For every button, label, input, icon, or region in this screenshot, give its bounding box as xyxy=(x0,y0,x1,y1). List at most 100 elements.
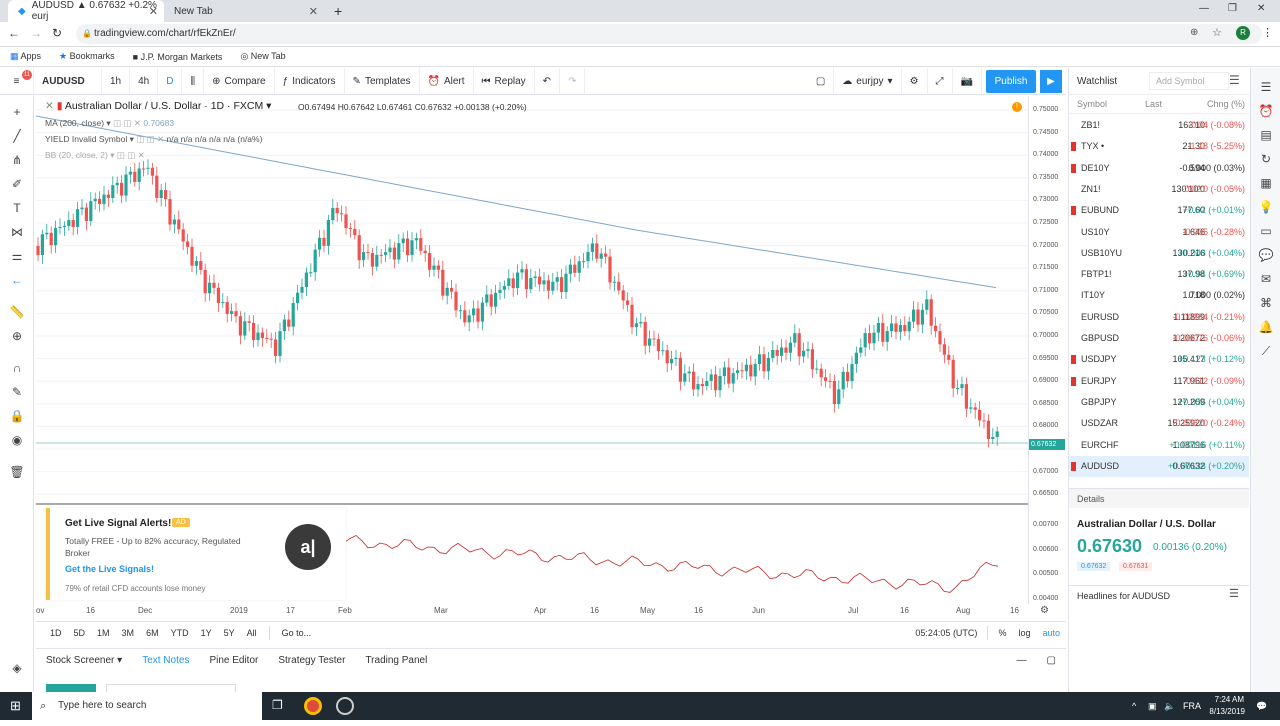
tab-pine-editor[interactable]: Pine Editor xyxy=(209,655,259,666)
watchlist-title[interactable]: Watchlist xyxy=(1077,76,1118,87)
windows-start-icon[interactable]: ⊞ xyxy=(10,698,21,713)
new-note-button[interactable] xyxy=(46,684,96,692)
redo-icon[interactable]: ↷ xyxy=(560,67,586,95)
bookmark-newtab[interactable]: ◎ New Tab xyxy=(240,51,286,61)
stay-drawing-icon[interactable]: ✎ xyxy=(11,385,23,399)
add-symbol-input[interactable]: Add Symbol xyxy=(1149,72,1229,90)
watchlist-row[interactable]: EUBUND 177.60 +0.02 (+0.01%) xyxy=(1069,200,1249,221)
percent-scale-toggle[interactable]: % xyxy=(998,627,1007,638)
prediction-icon[interactable]: ⚌ xyxy=(11,249,23,263)
watchlist-row[interactable]: EURUSD 1.11899 -0.00234 (-0.21%) xyxy=(1069,307,1249,328)
maximize-button[interactable]: ❐ xyxy=(1228,3,1237,14)
layout-name[interactable]: ☁ eurjpy ▾ xyxy=(834,67,902,95)
app-taskbar-icon[interactable] xyxy=(336,697,354,715)
publish-button[interactable]: Publish xyxy=(986,70,1036,93)
taskbar-search-box[interactable]: ⌕ Type here to search xyxy=(32,692,262,720)
event-marker-icon[interactable]: ! xyxy=(1012,102,1022,112)
brush-icon[interactable]: ✐ xyxy=(11,177,23,191)
auto-scale-toggle[interactable]: auto xyxy=(1042,627,1060,638)
tab-strategy-tester[interactable]: Strategy Tester xyxy=(278,655,346,666)
watchlist-row[interactable]: GBPUSD 1.20672 -0.00076 (-0.06%) xyxy=(1069,328,1249,349)
list-menu-icon[interactable]: ☰ xyxy=(1229,73,1240,87)
zoom-in-icon[interactable]: ⊕ xyxy=(11,329,23,343)
zoom-icon[interactable]: ⊕ xyxy=(1190,27,1199,38)
interval-4h[interactable]: 4h xyxy=(130,67,159,95)
log-scale-toggle[interactable]: log xyxy=(1018,627,1031,638)
watchlist-row[interactable]: USB10YU 130.216 +0.048 (+0.04%) xyxy=(1069,243,1249,264)
live-stream-icon[interactable]: ▶ xyxy=(1040,70,1062,93)
lock-icon[interactable]: 🔒 xyxy=(9,409,25,423)
menu-dots-icon[interactable]: ⋮ xyxy=(1262,27,1273,39)
trend-line-icon[interactable]: ╱ xyxy=(13,129,21,143)
range-ytd[interactable]: YTD xyxy=(170,627,189,638)
watchlist-row[interactable]: USDJPY 105.417 +0.123 (+0.12%) xyxy=(1069,349,1249,370)
indicators-button[interactable]: ƒ Indicators xyxy=(275,67,345,95)
range-1d[interactable]: 1D xyxy=(50,627,62,638)
chrome-taskbar-icon[interactable] xyxy=(304,697,322,715)
ruler-icon[interactable]: 📏 xyxy=(9,305,25,319)
watchlist-row[interactable]: ZN1! 130'10'0 -0'02'0 (-0.05%) xyxy=(1069,179,1249,200)
tray-arrow-icon[interactable]: ^ xyxy=(1132,701,1137,711)
close-tab-icon[interactable]: ✕ xyxy=(148,5,158,18)
notifications-bell-icon[interactable]: 🔔 xyxy=(1258,320,1274,334)
camera-icon[interactable]: 📷 xyxy=(953,67,982,95)
alert-button[interactable]: ⏰ Alert xyxy=(420,67,474,95)
watchlist-row[interactable]: ZB1! 163'10 -0'04 (-0.08%) xyxy=(1069,115,1249,136)
range-1y[interactable]: 1Y xyxy=(200,627,212,638)
symbol-title[interactable]: ✕ ▮ Australian Dollar / U.S. Dollar · 1D… xyxy=(45,100,272,112)
screencast-icon[interactable]: ⌘ xyxy=(1260,296,1272,310)
ad-banner[interactable]: Get Live Signal Alerts! AD Totally FREE … xyxy=(46,508,346,600)
price-axis[interactable]: 0.75000 0.74500 0.74000 0.73500 0.73000 0.725… xyxy=(1028,96,1066,604)
minimize-button[interactable]: — xyxy=(1199,3,1209,14)
pitchfork-icon[interactable]: ⋔ xyxy=(11,153,23,167)
watchlist-row[interactable]: EURJPY 117.961 -0.112 (-0.09%) xyxy=(1069,371,1249,392)
hamburger-menu-icon[interactable]: ≡ xyxy=(0,67,34,95)
bookmark-apps[interactable]: ▦ Apps xyxy=(10,51,42,61)
settings-gear-icon[interactable]: ⚙ xyxy=(902,67,928,95)
calendar-icon[interactable]: ▦ xyxy=(1260,176,1272,190)
headlines-header[interactable]: Headlines for AUDUSD xyxy=(1069,585,1249,605)
taskbar-date[interactable]: 8/13/2019 xyxy=(1209,707,1245,716)
task-view-icon[interactable]: ❐ xyxy=(272,698,283,712)
alerts-icon[interactable]: ⏰ xyxy=(1258,104,1274,118)
replay-button[interactable]: ⏮ Replay xyxy=(474,67,535,95)
ideas-icon[interactable]: 💡 xyxy=(1258,200,1274,214)
fullscreen-icon[interactable]: ⤢ xyxy=(928,67,953,95)
network-icon[interactable]: ▣ xyxy=(1148,701,1157,711)
settings-gear-icon[interactable]: ⚙ xyxy=(1040,605,1049,616)
trash-icon[interactable]: 🗑 xyxy=(9,465,25,479)
data-window-icon[interactable]: ▤ xyxy=(1260,128,1272,142)
pattern-icon[interactable]: ⋈ xyxy=(11,225,23,239)
profile-avatar[interactable]: R xyxy=(1236,26,1250,40)
cursor-crosshair-icon[interactable]: + xyxy=(13,105,21,119)
goto-date-button[interactable]: Go to... xyxy=(281,627,312,638)
order-panel-icon[interactable]: ⟋ xyxy=(1261,344,1271,358)
note-search-input[interactable] xyxy=(106,684,236,692)
range-1m[interactable]: 1M xyxy=(97,627,110,638)
bookmark-jpmorgan[interactable]: ■ J.P. Morgan Markets xyxy=(132,51,223,62)
watchlist-row[interactable]: TYX • 21.30 -1.18 (-5.25%) xyxy=(1069,136,1249,157)
private-chat-icon[interactable]: ✉ xyxy=(1260,272,1272,286)
tab-text-notes[interactable]: Text Notes xyxy=(142,655,190,666)
chat-icon[interactable]: 💬 xyxy=(1258,248,1274,262)
streams-icon[interactable]: ▭ xyxy=(1260,224,1272,238)
bookmark-bookmarks[interactable]: ★ Bookmarks xyxy=(59,51,115,61)
range-5y[interactable]: 5Y xyxy=(223,627,235,638)
symbol-search[interactable]: AUDUSD xyxy=(34,67,102,95)
interval-d[interactable]: D xyxy=(158,67,183,95)
notification-center-icon[interactable]: 💬 xyxy=(1256,701,1268,711)
watchlist-row[interactable]: USDZAR 15.25920 -0.03620 (-0.24%) xyxy=(1069,413,1249,434)
ad-link[interactable]: Get the Live Signals! xyxy=(65,564,155,574)
magnet-icon[interactable]: ∩ xyxy=(12,361,22,375)
hotlist-icon[interactable]: ↻ xyxy=(1260,152,1272,166)
chart-type-icon[interactable]: ⫼ xyxy=(182,67,205,95)
range-5d[interactable]: 5D xyxy=(73,627,86,638)
eye-icon[interactable]: ◉ xyxy=(11,433,23,447)
compare-button[interactable]: ⊕ Compare xyxy=(204,67,275,95)
layers-icon[interactable]: ◈ xyxy=(12,661,22,675)
minimize-panel-icon[interactable]: — xyxy=(1016,655,1027,666)
forward-arrow-icon[interactable]: → xyxy=(30,26,42,40)
watchlist-row[interactable]: GBPJPY 127.209 +0.056 (+0.04%) xyxy=(1069,392,1249,413)
range-3m[interactable]: 3M xyxy=(121,627,135,638)
volume-icon[interactable]: 🔈 xyxy=(1164,701,1176,711)
